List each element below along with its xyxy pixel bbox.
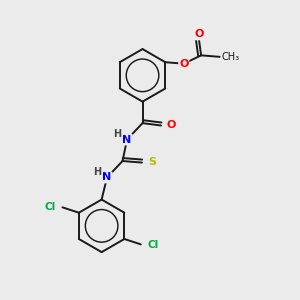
Text: H: H	[93, 167, 101, 177]
Text: O: O	[167, 120, 176, 130]
Text: S: S	[148, 157, 156, 167]
Text: O: O	[179, 59, 188, 69]
Text: Cl: Cl	[147, 240, 159, 250]
Text: CH₃: CH₃	[221, 52, 239, 62]
Text: Cl: Cl	[45, 202, 56, 212]
Text: N: N	[122, 134, 132, 145]
Text: N: N	[102, 172, 112, 182]
Text: H: H	[113, 129, 122, 139]
Text: O: O	[194, 29, 203, 39]
